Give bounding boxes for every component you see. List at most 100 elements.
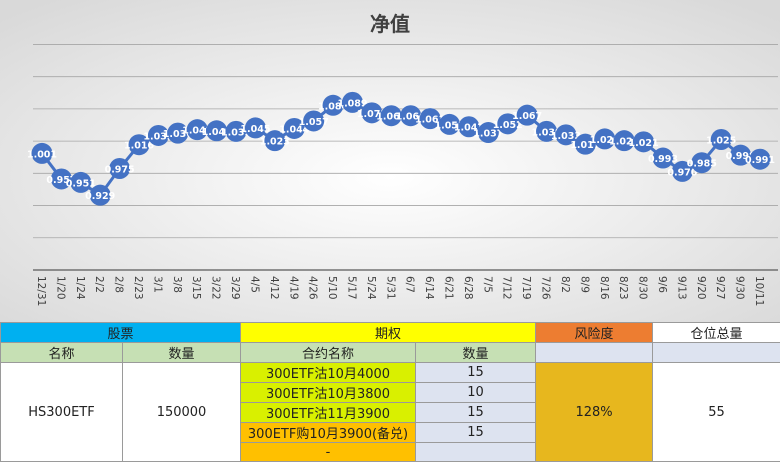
x-tick-label: 3/1 <box>151 276 163 293</box>
x-tick-label: 5/24 <box>365 276 377 300</box>
data-point <box>322 94 344 116</box>
risk-subheader-cell[interactable] <box>535 342 654 363</box>
contract-quantity-cell[interactable]: 15 <box>415 422 537 443</box>
data-label: 1.047 <box>454 123 484 134</box>
data-point <box>691 152 713 174</box>
data-label: 1.016 <box>124 141 154 152</box>
x-tick-label: 6/28 <box>462 276 474 300</box>
contract-name-cell[interactable]: 300ETF沽10月4000 <box>240 362 417 383</box>
data-point <box>536 120 558 142</box>
stock-quantity-cell[interactable]: 150000 <box>121 362 242 462</box>
x-tick-label: 3/22 <box>210 276 222 300</box>
stock-name-cell[interactable]: HS300ETF <box>0 362 123 462</box>
contract-column-header[interactable]: 合约名称 <box>240 342 417 363</box>
data-label: 1.039 <box>532 127 562 138</box>
contract-name-cell[interactable]: 300ETF沽11月3900 <box>240 402 417 423</box>
nav-chart: 净值 12/31 1/20 1/24 2/2 2/8 2/23 3/1 3/8 3/15 3/22 3… <box>0 0 780 322</box>
data-point <box>303 110 325 132</box>
data-label: 1.026 <box>590 135 620 146</box>
data-label: 0.975 <box>105 165 135 176</box>
data-point <box>244 117 266 139</box>
data-label: 0.993 <box>648 154 678 165</box>
x-tick-label: 5/10 <box>326 276 338 300</box>
data-point <box>516 104 538 126</box>
x-tick-label: 7/19 <box>520 276 532 300</box>
x-tick-label: 7/5 <box>481 276 493 293</box>
data-label: 1.037 <box>473 129 503 140</box>
risk-header[interactable]: 风险度 <box>535 322 654 343</box>
x-tick-label: 4/5 <box>248 276 260 293</box>
data-label: 1.057 <box>299 117 329 128</box>
data-point <box>633 131 655 153</box>
data-label: 0.998 <box>726 151 756 162</box>
contract-quantity-cell[interactable]: 15 <box>415 362 537 383</box>
x-tick-label: 9/30 <box>734 276 746 300</box>
contract-quantity-cell[interactable]: 15 <box>415 402 537 423</box>
data-point <box>147 124 169 146</box>
data-label: 1.023 <box>609 137 639 148</box>
data-label: 1.017 <box>570 140 600 151</box>
position-value-cell[interactable]: 55 <box>652 362 780 462</box>
data-point <box>70 171 92 193</box>
data-point <box>361 102 383 124</box>
data-label: 1.021 <box>629 138 659 149</box>
x-tick-label: 3/8 <box>171 276 183 293</box>
data-point <box>730 144 752 166</box>
data-point <box>128 134 150 156</box>
x-tick-label: 4/19 <box>287 276 299 300</box>
contract-name-cell[interactable]: - <box>240 442 417 462</box>
x-tick-label: 2/8 <box>113 276 125 293</box>
data-label: 1.066 <box>376 112 406 123</box>
data-label: 1.067 <box>512 111 542 122</box>
data-label: 1.044 <box>279 124 309 135</box>
data-point <box>555 124 577 146</box>
data-point <box>206 120 228 142</box>
nav-chart-svg: 净值 12/31 1/20 1/24 2/2 2/8 2/23 3/1 3/8 3/15 3/22 3… <box>0 0 780 322</box>
position-subheader-cell[interactable] <box>652 342 780 363</box>
data-point <box>89 184 111 206</box>
chart-background <box>0 0 780 322</box>
x-tick-label: 9/13 <box>675 276 687 300</box>
x-tick-label: 8/30 <box>637 276 649 300</box>
x-tick-label: 5/31 <box>384 276 396 300</box>
data-label: 1.071 <box>357 109 387 120</box>
stock-header[interactable]: 股票 <box>0 322 242 343</box>
data-label: 1.052 <box>493 120 523 131</box>
contract-quantity-cell[interactable]: 10 <box>415 382 537 403</box>
x-tick-label: 10/11 <box>753 276 765 306</box>
data-label: 0.951 <box>66 178 96 189</box>
x-tick-label: 1/24 <box>74 276 86 300</box>
position-table: 股票 期权 风险度 仓位总量 名称 数量 合约名称 数量 HS300ETF 15… <box>0 322 780 462</box>
data-label: 1.089 <box>337 98 367 109</box>
data-label: 1.039 <box>221 127 251 138</box>
data-label: 1.042 <box>182 126 212 137</box>
data-point <box>671 160 693 182</box>
x-tick-label: 7/26 <box>540 276 552 300</box>
x-tick-label: 2/23 <box>132 276 144 300</box>
contract-name-cell[interactable]: 300ETF购10月3900(备兑) <box>240 422 417 443</box>
data-label: 1.033 <box>551 131 581 142</box>
name-column-header[interactable]: 名称 <box>0 342 123 363</box>
data-point <box>341 91 363 113</box>
data-label: 0.991 <box>745 155 775 166</box>
position-header[interactable]: 仓位总量 <box>652 322 780 343</box>
data-label: 1.032 <box>143 131 173 142</box>
contract-name-cell[interactable]: 300ETF沽10月3800 <box>240 382 417 403</box>
x-tick-label: 6/7 <box>404 276 416 293</box>
data-point <box>225 120 247 142</box>
data-point <box>458 116 480 138</box>
data-label: 1.051 <box>434 120 464 131</box>
data-label: 0.929 <box>85 191 115 202</box>
x-tick-label: 2/2 <box>93 276 105 293</box>
data-label: 1.036 <box>163 129 193 140</box>
data-point <box>497 113 519 135</box>
option-header[interactable]: 期权 <box>240 322 537 343</box>
data-label: 1.001 <box>27 149 57 160</box>
quantity-column-header[interactable]: 数量 <box>121 342 242 363</box>
risk-value-cell[interactable]: 128% <box>535 362 654 462</box>
x-tick-label: 6/21 <box>443 276 455 300</box>
data-label: 0.985 <box>687 159 717 170</box>
data-point <box>283 117 305 139</box>
option-quantity-column-header[interactable]: 数量 <box>415 342 537 363</box>
data-point <box>186 119 208 141</box>
